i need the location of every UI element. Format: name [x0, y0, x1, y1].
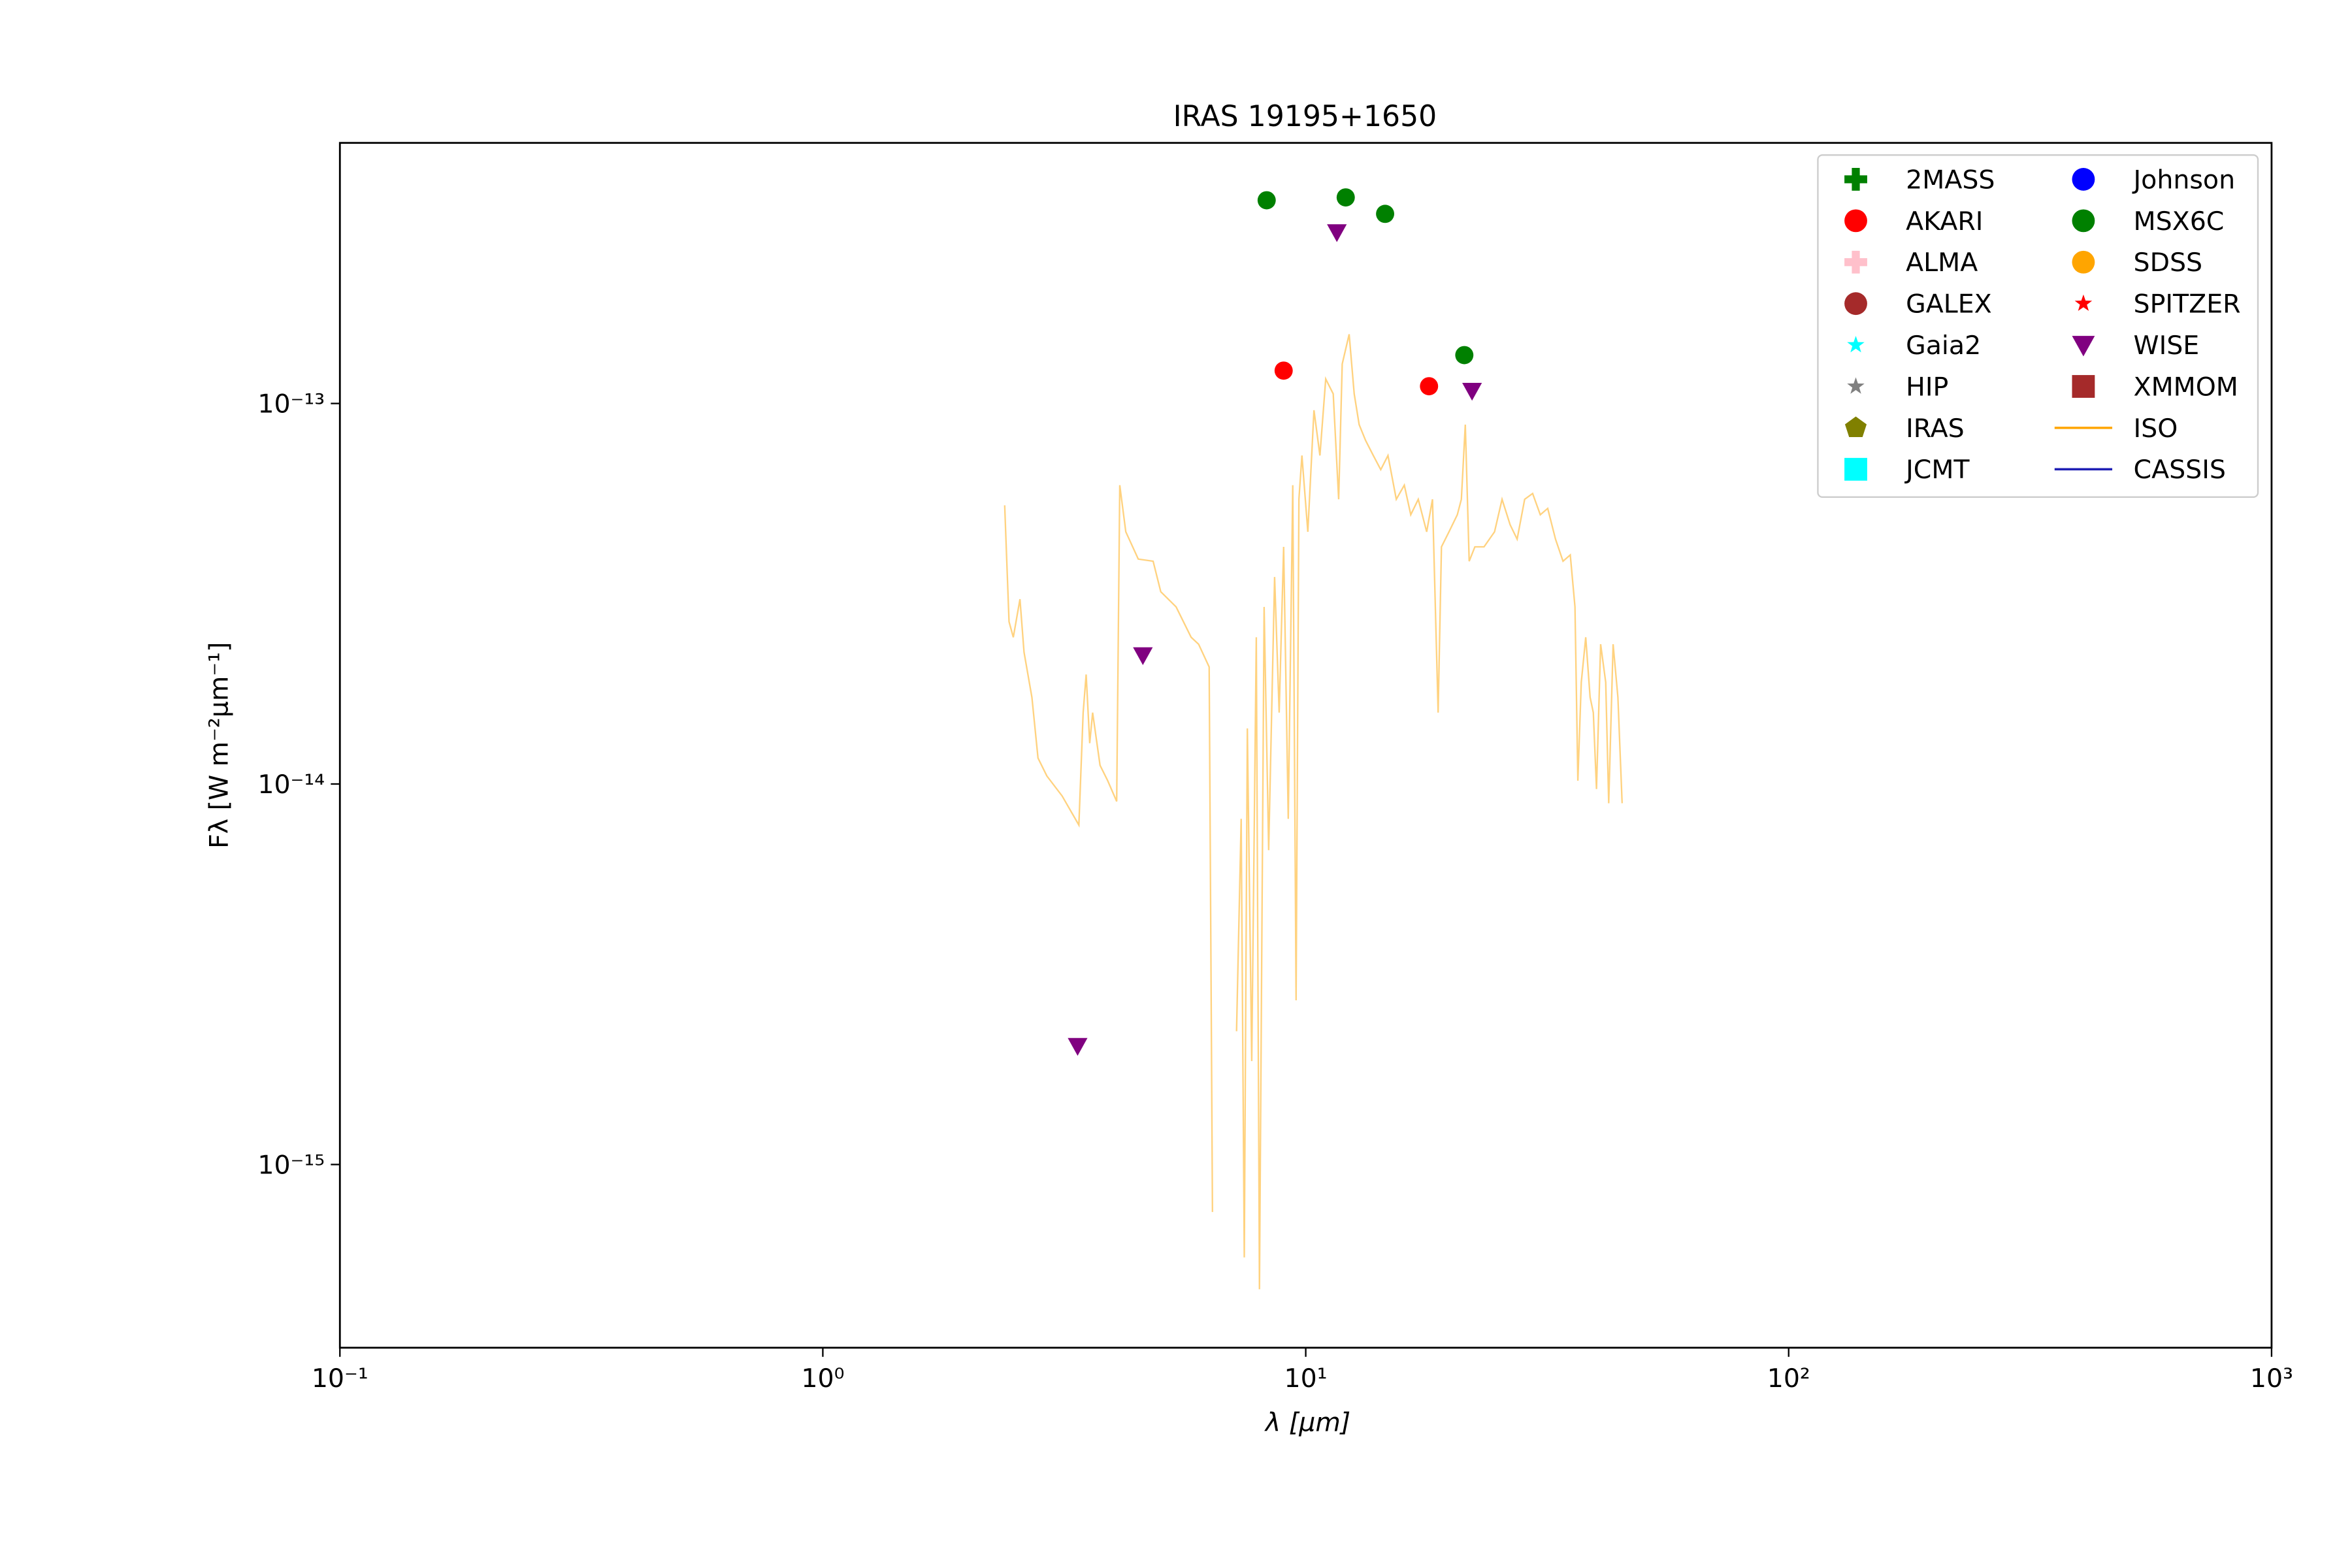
legend-label: CASSIS [2134, 455, 2226, 485]
legend-marker [1847, 336, 1865, 353]
x-tick-label: 10⁰ [801, 1364, 844, 1394]
legend-box [1817, 154, 2259, 498]
spectrum-line [1004, 334, 1623, 1290]
legend-marker [1847, 377, 1865, 394]
legend-marker [1844, 250, 1867, 274]
x-tick-label: 10¹ [1284, 1364, 1328, 1394]
plot-area [1004, 188, 1623, 1290]
x-tick-label: 10³ [2250, 1364, 2293, 1394]
x-tick-label: 10⁻¹ [312, 1364, 368, 1394]
legend-marker [2072, 250, 2095, 274]
legend-marker [1844, 416, 1867, 437]
marker [1068, 1037, 1088, 1056]
x-axis-label: λ [μm] [1264, 1408, 1350, 1438]
marker [1327, 224, 1347, 242]
legend-label: SPITZER [2134, 289, 2241, 319]
marker [1420, 377, 1439, 396]
legend-marker [1844, 209, 1867, 233]
y-axis-label: Fλ [W m⁻²μm⁻¹] [204, 642, 234, 849]
marker [1455, 346, 1474, 365]
x-tick-label: 10² [1767, 1364, 1810, 1394]
legend-label: XMMOM [2134, 372, 2238, 402]
marker [1336, 188, 1355, 207]
legend-label: SDSS [2134, 248, 2203, 278]
legend-marker [2074, 294, 2093, 311]
legend-marker [1844, 457, 1867, 481]
legend-label: GALEX [1906, 289, 1992, 319]
legend-label: IRAS [1906, 414, 1965, 444]
legend-label: WISE [2134, 331, 2200, 361]
legend-marker [1844, 168, 1867, 191]
legend-marker [2072, 375, 2095, 398]
legend-label: JCMT [1904, 455, 1970, 485]
legend-label: Gaia2 [1906, 331, 1981, 361]
marker [1257, 191, 1276, 210]
legend-label: ALMA [1906, 248, 1978, 278]
marker [1274, 361, 1293, 380]
y-tick-label: 10⁻¹⁵ [257, 1150, 325, 1180]
marker [1376, 204, 1394, 223]
y-tick-label: 10⁻¹³ [257, 389, 325, 419]
legend-marker [1844, 292, 1867, 316]
legend-label: AKARI [1906, 206, 1983, 237]
legend-marker [2072, 209, 2095, 233]
legend-label: ISO [2134, 414, 2178, 444]
legend-label: HIP [1906, 372, 1948, 402]
legend-marker [2072, 168, 2095, 191]
marker [1133, 647, 1153, 665]
chart-title: IRAS 19195+1650 [1173, 100, 1437, 133]
legend-label: Johnson [2132, 165, 2236, 195]
legend-marker [2072, 336, 2095, 357]
legend-label: MSX6C [2134, 206, 2225, 237]
y-tick-label: 10⁻¹⁴ [257, 770, 325, 800]
legend-label: 2MASS [1906, 165, 1995, 195]
marker [1462, 383, 1482, 401]
plot-frame [338, 142, 2273, 1349]
